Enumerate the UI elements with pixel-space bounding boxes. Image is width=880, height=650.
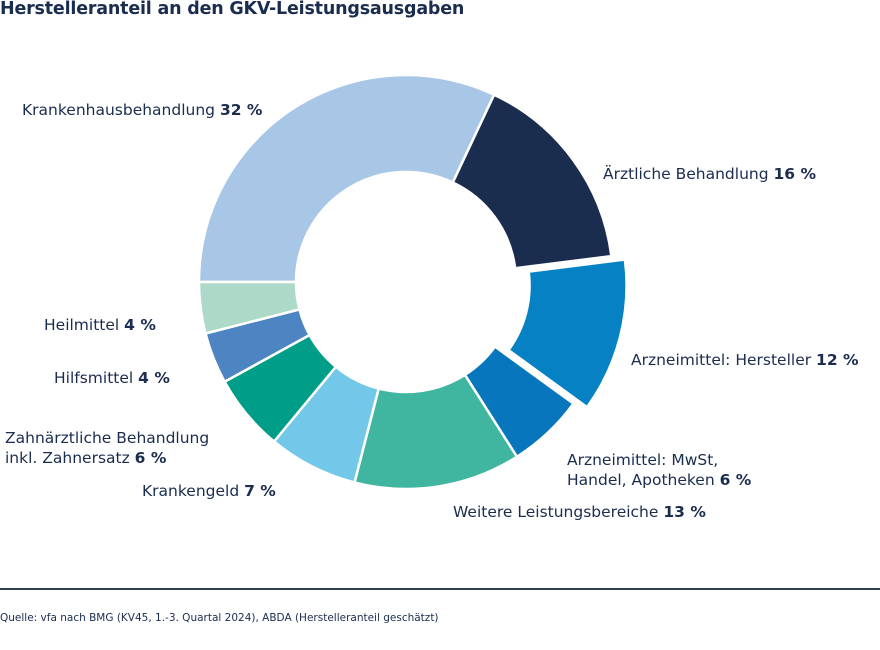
source-note: Quelle: vfa nach BMG (KV45, 1.-3. Quarta… bbox=[0, 612, 439, 624]
label-arzneimittel-mwst: Arzneimittel: MwSt, Handel, Apotheken 6 … bbox=[567, 451, 752, 489]
label-arzneimittel-hersteller: Arzneimittel: Hersteller 12 % bbox=[631, 351, 859, 369]
label-krankengeld: Krankengeld 7 % bbox=[142, 482, 276, 500]
footer-divider bbox=[0, 588, 880, 590]
label-zahnaerztliche-behandlung: Zahnärztliche Behandlung inkl. Zahnersat… bbox=[5, 429, 210, 467]
donut-slices bbox=[197, 73, 628, 491]
label-aerztliche-behandlung: Ärztliche Behandlung 16 % bbox=[603, 165, 816, 183]
label-weitere-leistungsbereiche: Weitere Leistungsbereiche 13 % bbox=[453, 503, 706, 521]
donut-slice-ärztliche-behandlung bbox=[451, 93, 613, 270]
label-heilmittel: Heilmittel 4 % bbox=[44, 316, 156, 334]
donut-chart bbox=[197, 73, 628, 491]
donut-slice-arzneimittel-hersteller bbox=[507, 258, 628, 409]
label-hilfsmittel: Hilfsmittel 4 % bbox=[54, 369, 170, 387]
donut-slice-krankenhausbehandlung bbox=[197, 73, 496, 284]
donut-slice-heilmittel bbox=[197, 280, 301, 335]
chart-title: Herstelleranteil an den GKV-Leistungsaus… bbox=[0, 0, 465, 19]
label-krankenhausbehandlung: Krankenhausbehandlung 32 % bbox=[22, 101, 263, 119]
